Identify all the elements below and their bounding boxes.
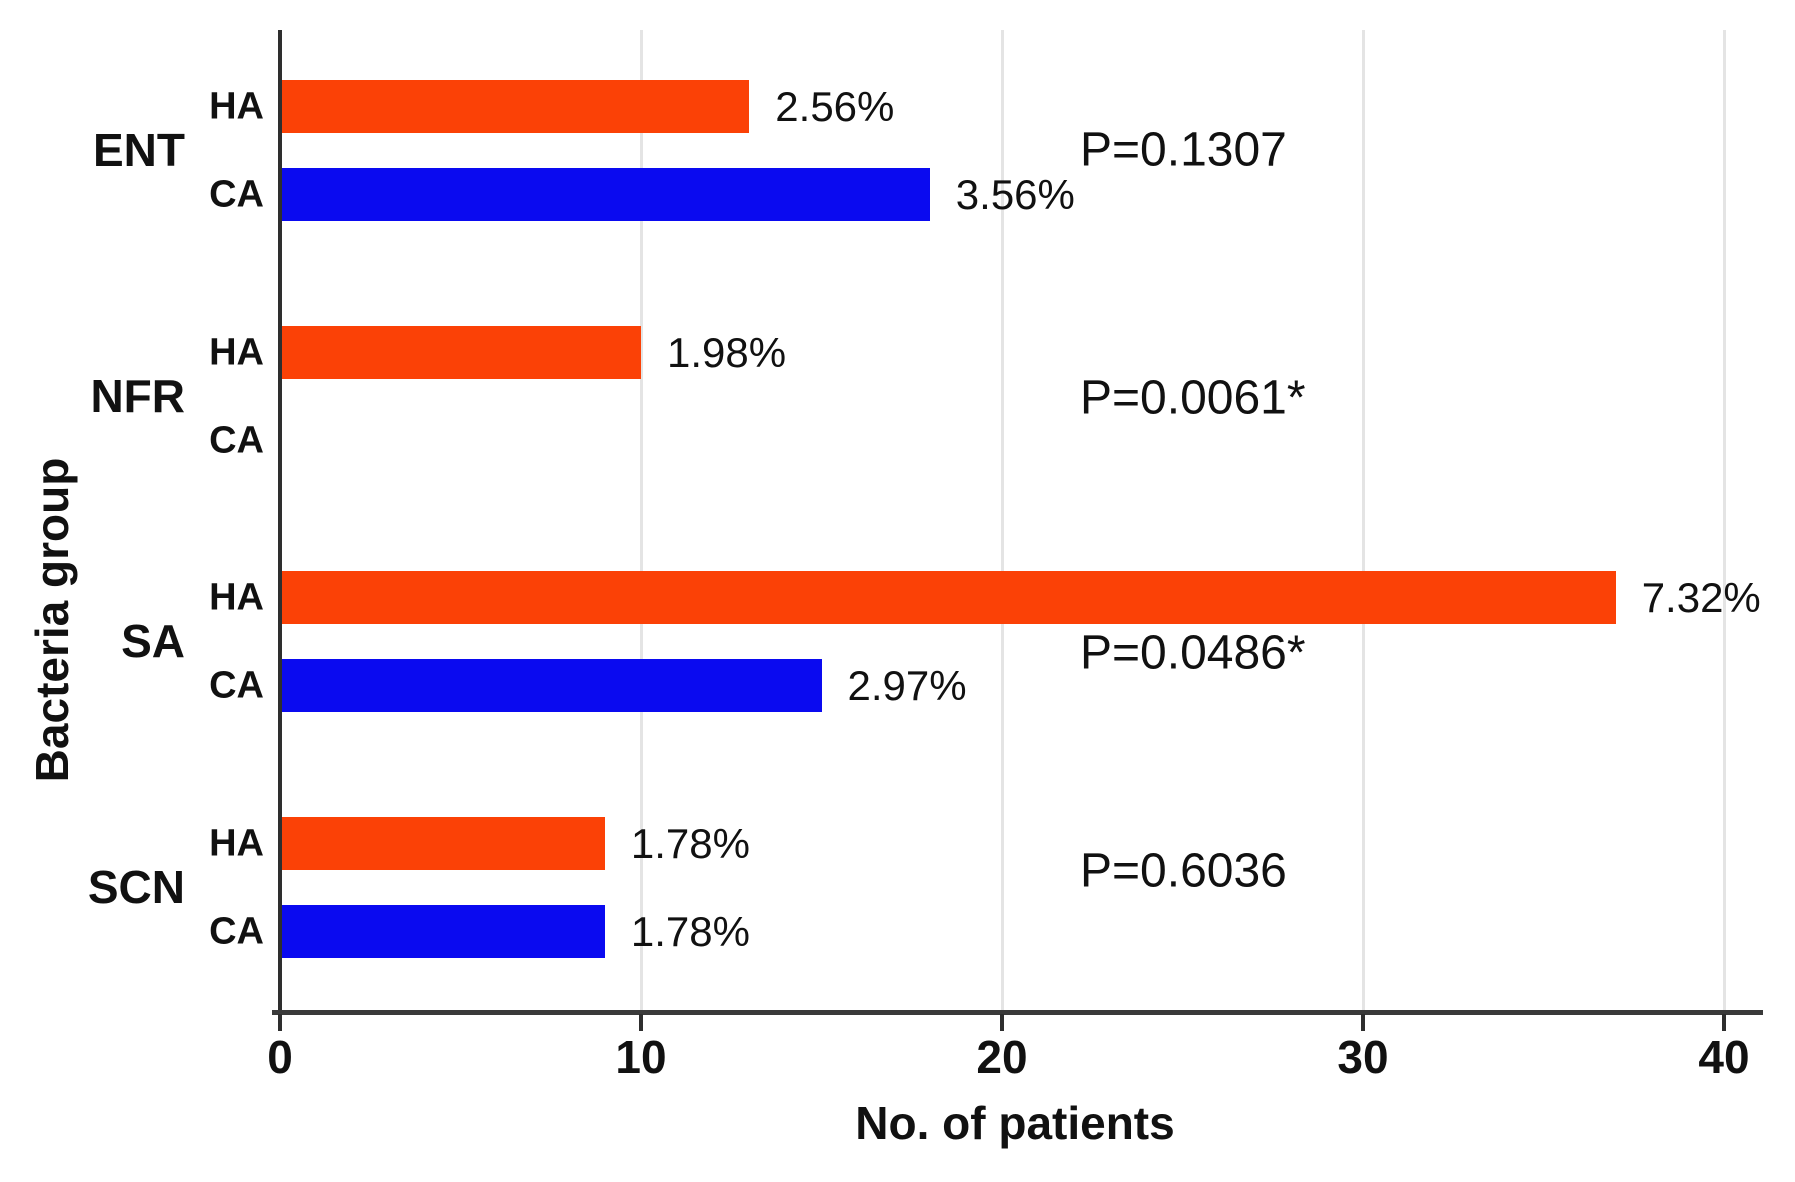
bar-ent-ca bbox=[282, 168, 930, 221]
p-value-label-sa: P=0.0486* bbox=[1080, 626, 1306, 680]
x-tick-label-40: 40 bbox=[1698, 1031, 1750, 1083]
x-axis-line bbox=[272, 1010, 1763, 1015]
gridline-10 bbox=[639, 30, 643, 1012]
gridline-40 bbox=[1722, 30, 1726, 1012]
row-label-ent-ha: HA bbox=[209, 85, 264, 127]
value-label-sa-ha: 7.32% bbox=[1641, 573, 1761, 621]
group-label-sa: SA bbox=[121, 615, 185, 667]
x-axis-tick-20 bbox=[1000, 1014, 1004, 1031]
row-label-nfr-ha: HA bbox=[209, 331, 264, 373]
group-label-scn: SCN bbox=[87, 861, 185, 913]
gridline-30 bbox=[1361, 30, 1365, 1012]
x-tick-label-10: 10 bbox=[615, 1031, 667, 1083]
row-label-nfr-ca: CA bbox=[209, 419, 264, 461]
value-label-ent-ha: 2.56% bbox=[775, 82, 895, 130]
value-label-scn-ca: 1.78% bbox=[630, 907, 750, 955]
bar-sa-ca bbox=[282, 659, 822, 712]
value-label-scn-ha: 1.78% bbox=[630, 819, 750, 867]
p-value-label-scn: P=0.6036 bbox=[1080, 844, 1287, 898]
x-tick-label-0: 0 bbox=[267, 1031, 293, 1083]
value-label-nfr-ha: 1.98% bbox=[667, 328, 787, 376]
y-axis-line bbox=[278, 30, 282, 1012]
value-label-sa-ca: 2.97% bbox=[847, 661, 967, 709]
p-value-label-ent: P=0.1307 bbox=[1080, 123, 1287, 177]
x-axis-tick-0 bbox=[278, 1014, 282, 1031]
x-tick-label-20: 20 bbox=[976, 1031, 1028, 1083]
y-axis-title: Bacteria group bbox=[26, 457, 78, 783]
x-axis-tick-10 bbox=[639, 1014, 643, 1031]
row-label-sa-ca: CA bbox=[209, 664, 264, 706]
x-axis-tick-30 bbox=[1361, 1014, 1365, 1031]
x-tick-label-30: 30 bbox=[1337, 1031, 1389, 1083]
bar-nfr-ha bbox=[282, 326, 641, 379]
group-label-ent: ENT bbox=[93, 124, 185, 176]
row-label-scn-ha: HA bbox=[209, 822, 264, 864]
p-value-label-nfr: P=0.0061* bbox=[1080, 371, 1306, 425]
x-axis-title: No. of patients bbox=[855, 1097, 1175, 1149]
bar-sa-ha bbox=[282, 571, 1616, 624]
bar-scn-ha bbox=[282, 817, 605, 870]
row-label-scn-ca: CA bbox=[209, 910, 264, 952]
row-label-ent-ca: CA bbox=[209, 173, 264, 215]
bar-scn-ca bbox=[282, 905, 605, 958]
row-label-sa-ha: HA bbox=[209, 576, 264, 618]
x-axis-tick-40 bbox=[1722, 1014, 1726, 1031]
bar-ent-ha bbox=[282, 80, 750, 133]
group-label-nfr: NFR bbox=[90, 370, 185, 422]
value-label-ent-ca: 3.56% bbox=[955, 170, 1075, 218]
gridline-20 bbox=[1000, 30, 1004, 1012]
